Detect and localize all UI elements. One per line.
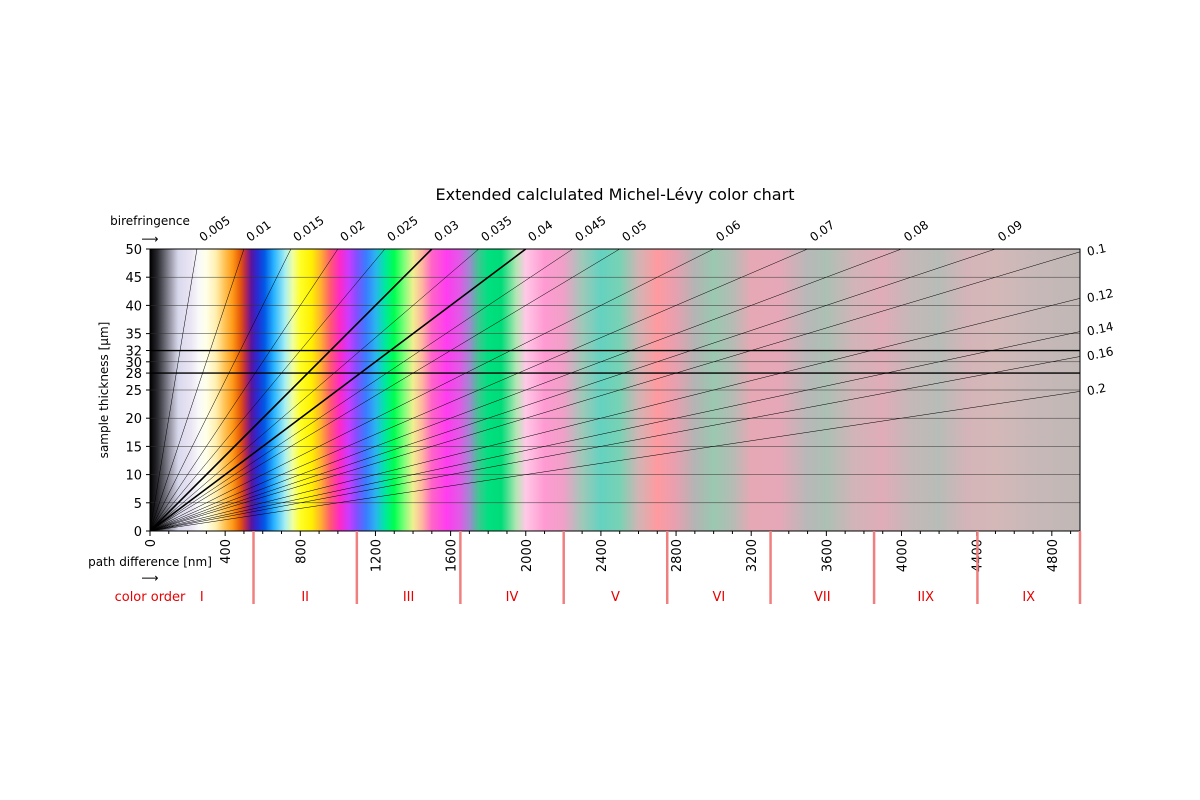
birefringence-line [150,249,902,531]
color-order-label: color order [115,590,186,605]
birefringence-line [150,356,1080,531]
birefringence-line [150,249,808,531]
x-tick-label: 3200 [745,539,760,572]
birefringence-line [150,249,620,531]
birefringence-label-value: 0.04 [525,218,555,245]
y-tick-label: 20 [125,412,142,427]
birefringence-line [150,249,714,531]
birefringence-label-value: 0.025 [385,213,421,244]
color-order-numeral: IIX [917,590,934,605]
birefringence-line [150,331,1080,531]
birefringence-lines [150,249,1080,531]
birefringence-label-value: 0.045 [572,213,608,244]
birefringence-line [150,249,245,531]
color-order-numeral: I [200,590,204,605]
birefringence-label-value: 0.09 [995,218,1025,245]
x-tick-label: 1200 [369,539,384,572]
x-axis-label: path difference [nm] [88,555,212,569]
color-order-numeral: IV [506,590,519,605]
x-tick-label: 2800 [670,539,685,572]
y-tick-label: 10 [125,469,142,484]
birefringence-line [150,249,292,531]
y-tick-label: 35 [125,328,142,343]
y-axis-label: sample thickness [μm] [97,322,111,459]
birefringence-label-value: 0.08 [901,218,931,245]
birefringence-label-value: 0.06 [713,218,743,245]
birefringence-label-value: 0.03 [432,218,462,245]
birefringence-label-value: 0.07 [807,218,837,245]
x-tick-label: 400 [219,539,234,564]
birefringence-label-value: 0.01 [244,218,274,245]
x-axis-arrow: ⟶ [141,571,158,585]
x-tick-label: 4000 [896,539,911,572]
birefringence-label-value: 0.035 [478,213,514,244]
x-tick-label: 1600 [445,539,460,572]
chart-title: Extended calclulated Michel-Lévy color c… [436,185,795,204]
x-tick-label: 800 [294,539,309,564]
color-order-numeral: II [301,590,309,605]
birefringence-line [150,249,386,531]
color-order-numeral: VI [713,590,726,605]
birefringence-label-value: 0.14 [1086,319,1115,338]
birefringence-line-highlight [150,249,527,531]
y-tick-label: 50 [125,243,142,258]
birefringence-line [150,298,1080,531]
birefringence-label-value: 0.05 [619,218,649,245]
birefringence-line [150,249,198,531]
birefringence-label: birefringence [110,214,190,228]
y-tick-label: 30 [125,356,142,371]
y-tick-label: 45 [125,271,142,286]
birefringence-line-highlight [150,249,433,531]
y-tick-label: 0 [134,525,142,540]
birefringence-line [150,251,1080,531]
x-tick-label: 0 [144,539,159,547]
birefringence-label-value: 0.015 [291,213,327,244]
color-order-numeral: III [403,590,415,605]
y-tick-label: 15 [125,440,142,455]
birefringence-label-value: 0.16 [1086,344,1115,363]
y-tick-label: 28 [125,367,142,382]
y-tick-label: 32 [125,345,142,360]
birefringence-line [150,249,479,531]
color-order-numeral: VII [814,590,831,605]
color-orders: I II III IV V VI VII IIX IX [200,531,1082,605]
birefringence-label-value: 0.005 [197,213,233,244]
birefringence-label-value: 0.02 [338,218,368,245]
birefringence-line [150,249,339,531]
birefringence-line [150,249,573,531]
x-tick-label: 2000 [520,539,535,572]
thickness-grid [150,276,1080,504]
color-order-numeral: V [611,590,620,605]
y-tick-label: 5 [134,497,142,512]
birefringence-label-value: 0.2 [1086,381,1108,399]
birefringence-arrow: ⟶ [141,232,158,246]
y-tick-label: 25 [125,384,142,399]
birefringence-line [150,391,1080,531]
x-tick-label: 3600 [820,539,835,572]
birefringence-line [150,249,996,531]
birefringence-label-value: 0.1 [1086,241,1108,259]
x-axis: 0 400 800 1200 1600 2000 2400 2800 3200 3600 4000 4… [144,531,1072,572]
x-tick-label: 2400 [595,539,610,572]
x-tick-label: 4800 [1046,539,1061,572]
birefringence-label-value: 0.12 [1086,286,1115,305]
color-order-numeral: IX [1022,590,1035,605]
y-tick-label: 40 [125,299,142,314]
